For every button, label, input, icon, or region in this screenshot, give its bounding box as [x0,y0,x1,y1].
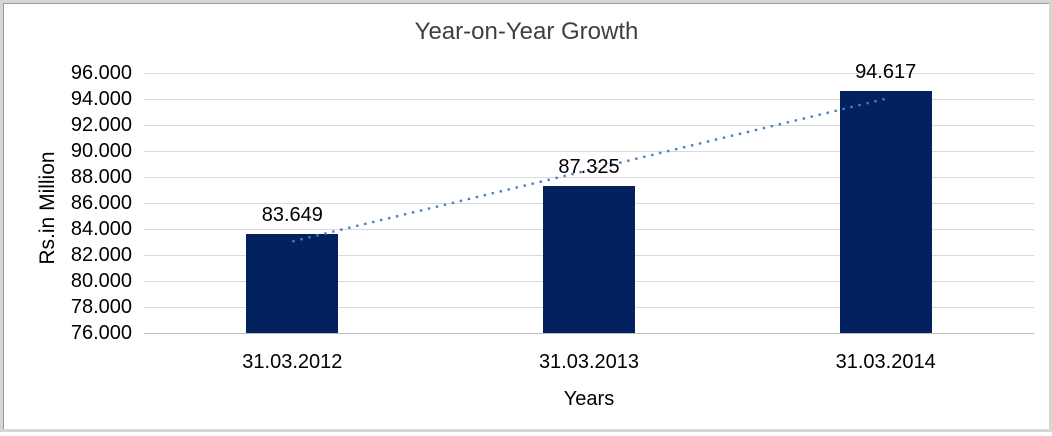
x-tick-label: 31.03.2013 [538,351,640,373]
data-label: 94.617 [855,60,917,83]
y-tick-label: 86.000 [70,192,132,214]
x-tick-label: 31.03.2012 [242,351,343,373]
x-axis-title: Years [563,388,615,410]
gridline [144,332,1034,334]
x-tick-label: 31.03.2014 [835,351,936,373]
y-tick-label: 76.000 [70,322,132,344]
bar-31.03.2014 [839,90,932,333]
bar-31.03.2012 [246,233,339,333]
gridline [144,72,1034,74]
y-tick-label: 82.000 [70,244,132,266]
y-tick-label: 88.000 [70,166,132,188]
data-label: 83.649 [261,203,323,226]
y-tick-label: 84.000 [70,218,132,240]
y-tick-label: 94.000 [70,88,132,110]
chart-title: Year-on-Year Growth [414,18,639,45]
y-tick-label: 96.000 [70,62,132,84]
y-tick-label: 80.000 [70,270,132,292]
data-label: 87.325 [558,155,620,178]
chart-area: Year-on-Year Growth Rs.in Million 96.000… [3,3,1049,429]
y-tick-label: 78.000 [70,296,132,318]
y-tick-label: 90.000 [70,140,132,162]
bar-31.03.2013 [543,185,635,333]
y-tick-label: 92.000 [70,114,132,136]
plot-area: 96.000 94.000 92.000 90.000 88.000 86.000 84.0… [4,4,1049,429]
